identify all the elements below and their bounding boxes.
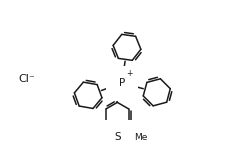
Text: Cl⁻: Cl⁻ bbox=[18, 74, 35, 84]
Text: S: S bbox=[114, 132, 121, 142]
Text: P: P bbox=[119, 78, 125, 88]
Text: +: + bbox=[126, 69, 133, 79]
Text: Me: Me bbox=[134, 133, 148, 142]
